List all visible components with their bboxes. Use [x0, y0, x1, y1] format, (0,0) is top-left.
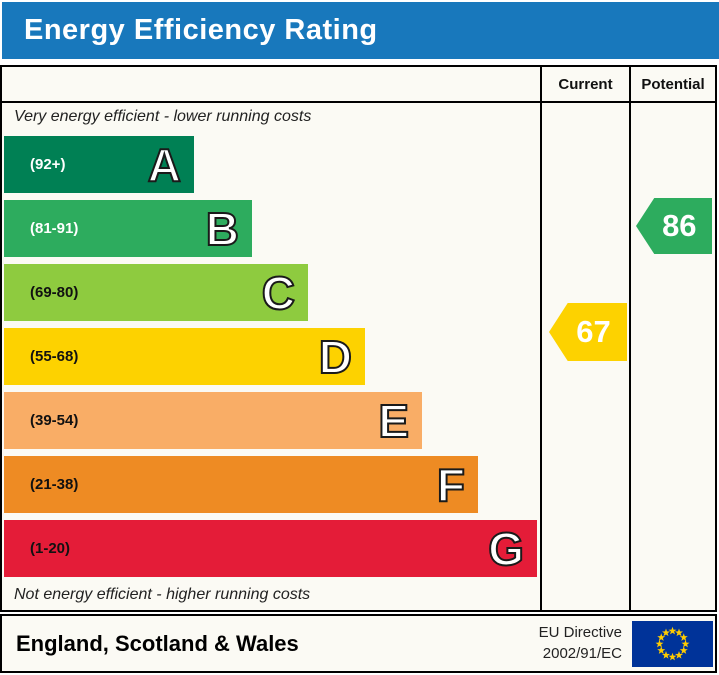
eu-flag-icon	[632, 620, 713, 667]
eu-directive-label: EU Directive 2002/91/EC	[538, 624, 622, 662]
band-c-range: (69-80)	[30, 284, 79, 301]
band-a: (92+) A	[4, 136, 194, 193]
column-header-current: Current	[540, 67, 629, 103]
band-f-letter: F	[436, 458, 466, 511]
band-d-letter: D	[318, 330, 353, 383]
band-e-range: (39-54)	[30, 412, 79, 429]
potential-rating-arrow: 86	[636, 198, 712, 254]
band-c: (69-80) C	[4, 264, 308, 321]
note-efficient: Very energy efficient - lower running co…	[14, 108, 312, 125]
band-b-range: (81-91)	[30, 220, 79, 237]
band-e: (39-54) E	[4, 392, 422, 449]
band-f: (21-38) F	[4, 456, 478, 513]
band-e-letter: E	[377, 394, 410, 447]
band-g-letter: G	[487, 522, 525, 575]
header-spacer	[2, 67, 540, 103]
band-b: (81-91) B	[4, 200, 252, 257]
current-column: 67	[540, 103, 629, 610]
note-inefficient: Not energy efficient - higher running co…	[14, 586, 311, 603]
band-g-range: (1-20)	[30, 540, 71, 557]
epc-rating-table: Current Potential Very energy efficient …	[0, 65, 717, 612]
band-d: (55-68) D	[4, 328, 365, 385]
page-title: Energy Efficiency Rating	[24, 14, 378, 46]
region-label: England, Scotland & Wales	[16, 630, 299, 656]
potential-column: 86	[629, 103, 715, 610]
band-a-range: (92+)	[30, 156, 66, 173]
potential-rating-value: 86	[662, 208, 697, 243]
footer-bar: England, Scotland & Wales EU Directive 2…	[0, 614, 717, 673]
band-d-range: (55-68)	[30, 348, 79, 365]
current-rating-arrow: 67	[549, 303, 627, 361]
band-f-range: (21-38)	[30, 476, 79, 493]
band-c-letter: C	[261, 266, 296, 319]
band-a-letter: A	[147, 138, 182, 191]
current-rating-value: 67	[576, 314, 611, 349]
bands-area: Very energy efficient - lower running co…	[2, 103, 540, 610]
band-g: (1-20) G	[4, 520, 537, 577]
title-bar: Energy Efficiency Rating	[2, 2, 719, 59]
band-b-letter: B	[205, 202, 240, 255]
column-header-potential: Potential	[629, 67, 715, 103]
